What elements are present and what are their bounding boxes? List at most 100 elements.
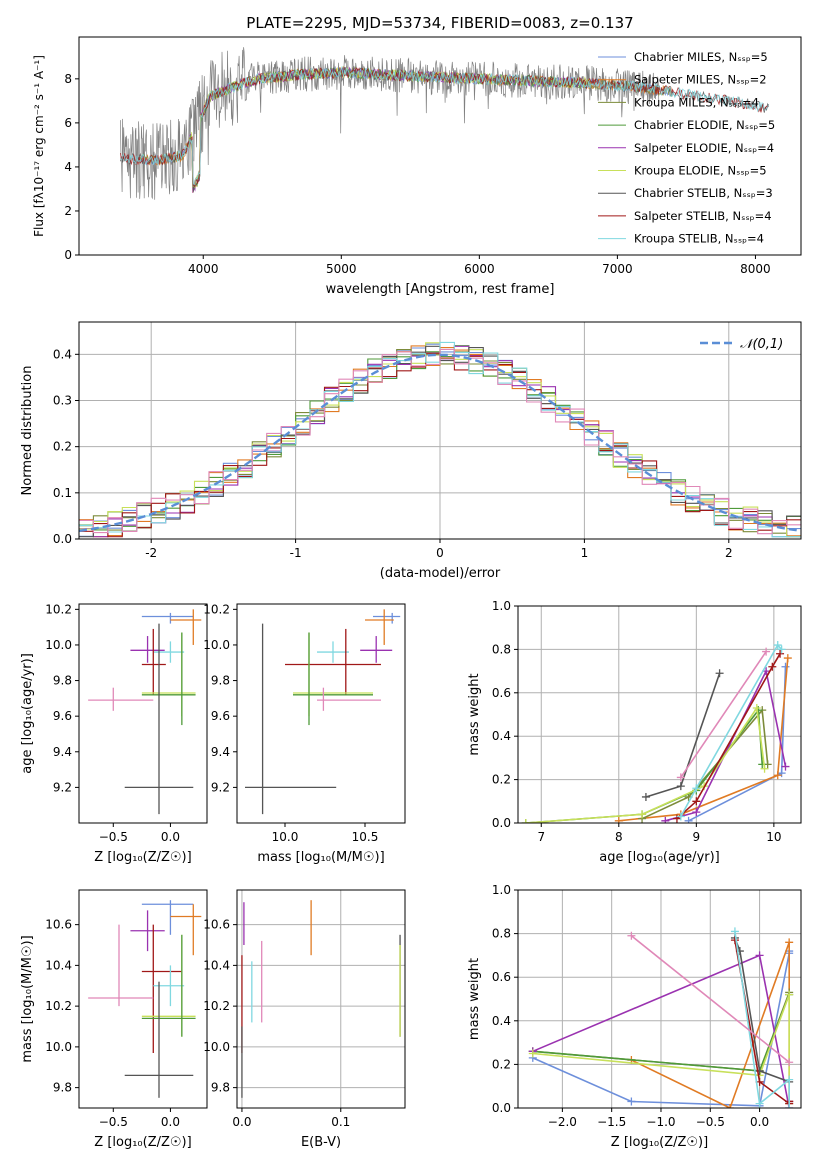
mass-weight-marker [777,645,786,654]
plot-area [88,900,202,1098]
x-tick-label: 5000 [326,262,357,276]
x-axis-label: mass [log₁₀(M/M☉)] [257,850,384,865]
x-tick-label: 8 [615,830,623,844]
y-tick-label: 9.8 [53,674,72,688]
mass-weight-marker [627,1097,636,1106]
y-axis-label: mass weight [467,673,482,755]
y-tick-label: 2 [64,204,72,218]
x-tick-label: 10.5 [352,830,379,844]
x-axis-label: age [log₁₀(age/yr)] [599,850,720,865]
errorbar-point [141,632,196,726]
panel-mass_vs_Z: −0.5 0.0 9.8 10.0 10.2 10.4 10.6 Z [log₁₀(Z/Z☉)… [20,889,208,1150]
mass-weight-marker [762,647,771,656]
errorbar-point [373,612,401,624]
legend-entry: Salpeter MILES, Nₛₛₚ=2 [634,73,767,87]
y-tick-label: 0 [64,248,72,262]
mass-weight-marker [684,816,693,823]
y-tick-label: 1.0 [492,599,511,613]
axes-frame [78,889,208,1109]
mass-weight-series [618,658,789,822]
y-tick-label: 10.2 [203,602,230,616]
y-tick-label: 10.0 [203,1040,230,1054]
mass-weight-series [630,935,790,1063]
legend-entry: Chabrier ELODIE, Nₛₛₚ=5 [634,118,775,132]
mass-weight-marker [627,931,636,940]
y-tick-label: 0.8 [492,927,511,941]
legend-entry: 𝒩(0,1) [740,337,783,352]
model-spectrum [139,66,673,190]
x-tick-label: 4000 [188,262,219,276]
x-axis-label: (data-model)/error [380,566,501,581]
y-axis-label: Normed distribution [20,366,35,496]
x-tick-label: 6000 [464,262,495,276]
mass-weight-marker [676,773,685,782]
mass-weight-marker [676,812,685,821]
y-tick-label: 8 [64,72,72,86]
plot-area [528,927,794,1108]
mass-weight-marker [785,1058,794,1067]
x-tick-label: 0 [436,546,444,560]
mass-weight-marker [641,792,650,801]
axes-frame [78,321,802,540]
mass-weight-marker [715,669,724,678]
y-tick-label: 0.4 [492,729,511,743]
y-tick-label: 0.8 [492,642,511,656]
y-axis-label: Flux [fλ10⁻¹⁷ erg cm⁻² s⁻¹ A⁻¹] [32,55,46,237]
mass-weight-marker [785,1104,794,1108]
y-tick-label: 10.4 [45,958,72,972]
y-tick-label: 0.0 [53,532,72,546]
y-tick-label: 9.8 [211,1081,230,1095]
axes-frame [517,889,802,1109]
x-tick-label: 9 [693,830,701,844]
mass-weight-marker [781,762,790,771]
y-tick-label: 0.6 [492,970,511,984]
x-tick-label: 0.0 [161,1115,180,1129]
errorbar-point [170,609,202,645]
errorbar-point [124,623,194,815]
mass-weight-marker [781,662,790,671]
y-tick-label: 10.0 [45,638,72,652]
y-tick-label: 9.8 [53,1081,72,1095]
y-tick-label: 0.4 [492,1014,511,1028]
x-tick-label: -2 [145,546,157,560]
errorbar-point [141,900,194,935]
plot-area [79,341,801,538]
errorbar-point [141,934,196,1037]
x-tick-label: −0.5 [99,830,128,844]
x-axis-label: E(B-V) [301,1135,341,1150]
errorbar-point [141,612,194,624]
mass-weight-marker [528,1049,537,1058]
y-tick-label: 4 [64,160,72,174]
y-tick-label: 9.4 [211,745,230,759]
legend-entry: Kroupa STELIB, Nₛₛₚ=4 [634,232,764,246]
x-tick-label: 10.0 [272,830,299,844]
errorbar-point [88,924,154,1007]
mass-weight-series [665,668,787,822]
x-axis-label: wavelength [Angstrom, rest frame] [326,282,555,297]
mass-weight-marker [692,808,701,817]
errorbar-point [88,687,154,711]
x-tick-label: -1 [290,546,302,560]
y-tick-label: 9.8 [211,674,230,688]
y-tick-label: 0.2 [53,440,72,454]
mass-weight-marker [726,1104,735,1108]
x-tick-label: 10 [766,830,781,844]
y-tick-label: 9.6 [211,709,230,723]
y-tick-label: 0.0 [492,1101,511,1115]
legend-entry: Salpeter STELIB, Nₛₛₚ=4 [634,209,772,223]
errorbar-point [170,904,202,956]
mass-weight-marker [692,784,701,793]
x-tick-label: −2.0 [548,1115,577,1129]
mass-weight-marker [768,662,777,671]
x-tick-label: −0.5 [696,1115,725,1129]
x-tick-label: −1.0 [646,1115,675,1129]
mass-weight-marker [730,936,739,945]
plot-area [245,609,401,815]
errorbar-point [124,981,194,1098]
mass-weight-marker [638,810,647,819]
legend: 𝒩(0,1) [700,337,783,352]
mass-weight-series [680,651,767,778]
mass-weight-series [734,931,790,1108]
plot-area [521,641,792,823]
